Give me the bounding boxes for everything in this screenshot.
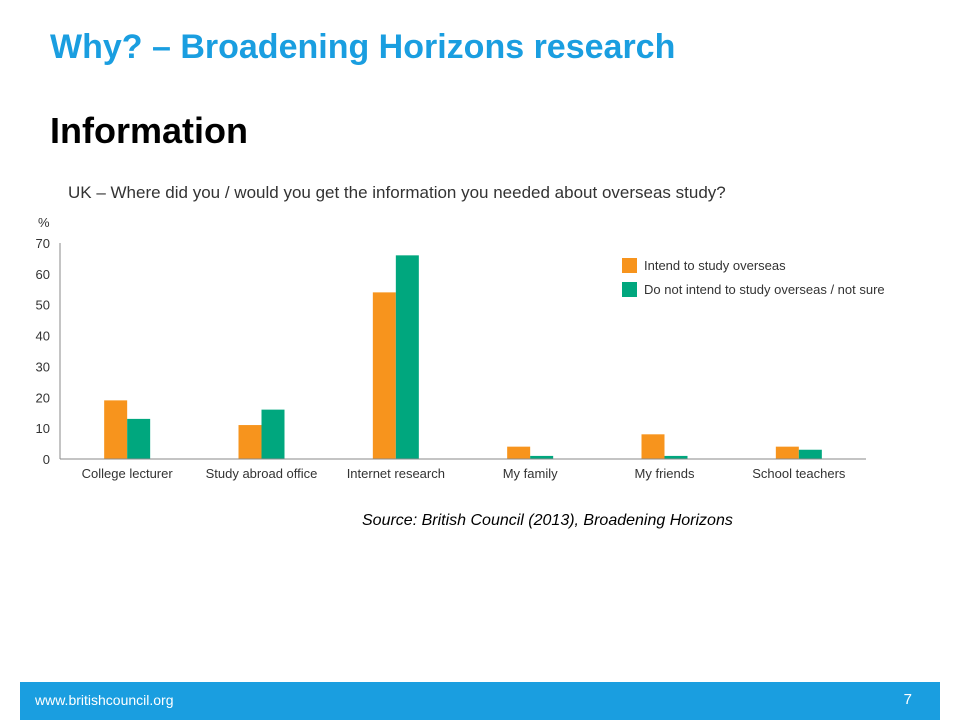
page-number: 7	[903, 691, 912, 708]
bar-intend	[372, 292, 396, 459]
y-axis-label: %	[38, 215, 50, 230]
y-tick-label: 0	[43, 452, 50, 467]
bar-intend	[775, 446, 799, 459]
bar-not-intend	[127, 418, 151, 459]
x-tick-label: School teachers	[752, 466, 846, 481]
x-tick-label: College lecturer	[82, 466, 174, 481]
legend-label: Do not intend to study overseas / not su…	[644, 282, 885, 297]
legend-label: Intend to study overseas	[644, 258, 786, 273]
legend-swatch	[622, 258, 637, 273]
y-tick-label: 60	[36, 267, 50, 282]
legend-swatch	[622, 282, 637, 297]
bar-intend	[104, 400, 128, 459]
bar-not-intend	[261, 409, 285, 459]
y-tick-label: 30	[36, 359, 50, 374]
y-axis-ticks: 0 10 20 30 40 50 60 70	[36, 236, 50, 467]
bar-intend	[641, 434, 665, 459]
x-tick-label: Internet research	[347, 466, 445, 481]
bars	[104, 255, 822, 459]
y-tick-label: 50	[36, 298, 50, 313]
bar-intend	[238, 425, 262, 459]
chart-legend: Intend to study overseas Do not intend to…	[622, 258, 885, 297]
slide-title: Why? – Broadening Horizons research	[50, 28, 676, 66]
x-tick-label: My friends	[635, 466, 695, 481]
x-tick-label: Study abroad office	[206, 466, 318, 481]
x-axis-labels: College lecturer Study abroad office Inter…	[82, 466, 846, 481]
y-tick-label: 70	[36, 236, 50, 251]
source-citation: Source: British Council (2013), Broadeni…	[362, 512, 733, 529]
footer-url-link[interactable]: www.britishcouncil.org	[35, 692, 174, 708]
chart-title: UK – Where did you / would you get the i…	[68, 183, 726, 202]
footer-bar: www.britishcouncil.org 7	[20, 682, 940, 720]
y-tick-label: 20	[36, 390, 50, 405]
y-tick-label: 10	[36, 421, 50, 436]
bar-intend	[507, 446, 531, 459]
bar-not-intend	[664, 455, 688, 459]
bar-not-intend	[395, 255, 419, 459]
x-tick-label: My family	[503, 466, 558, 481]
slide-subtitle: Information	[50, 110, 248, 151]
bar-not-intend	[798, 449, 822, 459]
y-tick-label: 40	[36, 329, 50, 344]
bar-not-intend	[530, 455, 554, 459]
